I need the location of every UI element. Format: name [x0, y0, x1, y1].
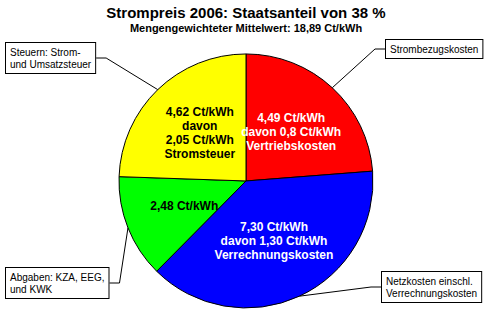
svg-text:davon 1,30 Ct/kWh: davon 1,30 Ct/kWh [221, 234, 328, 248]
svg-text:Verrechnungskosten: Verrechnungskosten [215, 248, 334, 262]
svg-text:4,62 Ct/kWh: 4,62 Ct/kWh [166, 105, 234, 119]
svg-text:Steuern: Strom-: Steuern: Strom- [10, 47, 81, 58]
svg-text:Strombezugskosten: Strombezugskosten [390, 44, 478, 55]
svg-text:Netzkosten einschl.: Netzkosten einschl. [386, 276, 473, 287]
svg-text:2,48 Ct/kWh: 2,48 Ct/kWh [150, 199, 218, 213]
svg-text:Verrechnungskosten: Verrechnungskosten [386, 288, 477, 299]
svg-text:Mengengewichteter Mittelwert:: Mengengewichteter Mittelwert: 18,89 Ct/k… [130, 22, 363, 34]
svg-text:4,49 Ct/kWh: 4,49 Ct/kWh [257, 111, 325, 125]
svg-text:Stromsteuer: Stromsteuer [164, 147, 235, 161]
svg-text:7,30 Ct/kWh: 7,30 Ct/kWh [240, 220, 308, 234]
svg-text:und Umsatzsteuer: und Umsatzsteuer [10, 59, 92, 70]
svg-text:davon: davon [182, 119, 217, 133]
svg-text:davon 0,8 Ct/kWh: davon 0,8 Ct/kWh [241, 125, 341, 139]
svg-text:2,05 Ct/kWh: 2,05 Ct/kWh [166, 133, 234, 147]
svg-text:Strompreis 2006: Staatsanteil: Strompreis 2006: Staatsanteil von 38 % [106, 4, 385, 21]
svg-text:Abgaben: KZA, EEG,: Abgaben: KZA, EEG, [10, 272, 105, 283]
svg-text:Vertriebskosten: Vertriebskosten [246, 139, 336, 153]
svg-text:und KWK: und KWK [10, 284, 53, 295]
